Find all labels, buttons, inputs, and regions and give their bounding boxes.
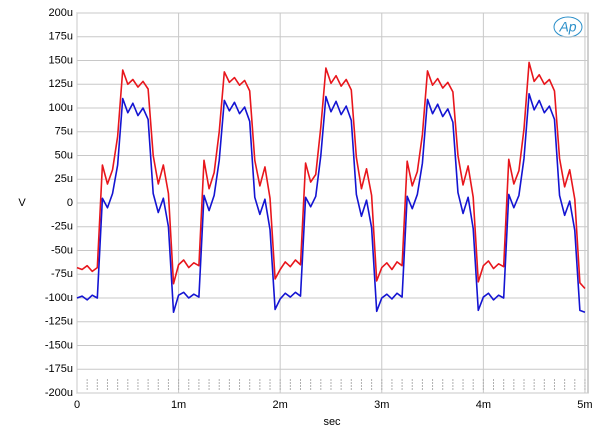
x-tick-label: 3m bbox=[374, 399, 389, 411]
y-tick-label: -150u bbox=[45, 339, 73, 351]
x-tick-label: 2m bbox=[273, 399, 288, 411]
y-tick-label: 25u bbox=[55, 173, 73, 185]
y-tick-label: 50u bbox=[55, 149, 73, 161]
y-tick-label: 150u bbox=[49, 54, 73, 66]
y-tick-label: 125u bbox=[49, 78, 73, 90]
x-tick-label: 4m bbox=[476, 399, 491, 411]
y-tick-label: 200u bbox=[49, 7, 73, 19]
series-line bbox=[76, 92, 586, 314]
x-tick-label: 0 bbox=[74, 399, 80, 411]
x-axis-label: sec bbox=[323, 416, 341, 428]
y-axis-label: V bbox=[18, 197, 26, 209]
y-tick-label: -25u bbox=[51, 221, 73, 233]
y-tick-label: -75u bbox=[51, 268, 73, 280]
y-tick-label: -50u bbox=[51, 244, 73, 256]
y-tick-label: 75u bbox=[55, 126, 73, 138]
y-tick-label: -200u bbox=[45, 387, 73, 399]
y-tick-label: -175u bbox=[45, 363, 73, 375]
y-tick-label: -100u bbox=[45, 292, 73, 304]
y-tick-label: 175u bbox=[49, 31, 73, 43]
x-tick-label: 5m bbox=[577, 399, 592, 411]
series-line bbox=[76, 61, 586, 290]
y-tick-label: 0 bbox=[67, 197, 73, 209]
y-tick-label: 100u bbox=[49, 102, 73, 114]
y-tick-label: -125u bbox=[45, 316, 73, 328]
logo: Ap bbox=[558, 19, 576, 35]
x-tick-label: 1m bbox=[171, 399, 186, 411]
